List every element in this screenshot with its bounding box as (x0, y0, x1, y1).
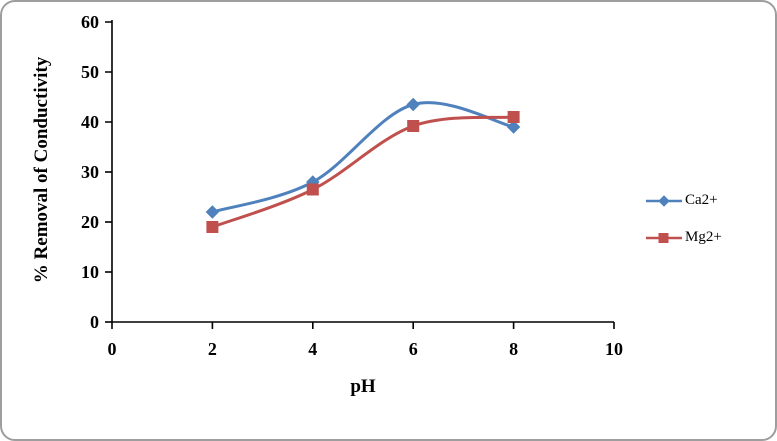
svg-text:40: 40 (81, 112, 99, 132)
svg-text:20: 20 (81, 212, 99, 232)
mg2-series-marker-icon (646, 232, 682, 243)
svg-text:2: 2 (208, 339, 217, 359)
ca2-series-marker-icon (646, 194, 682, 207)
legend-item: Ca2+ (645, 192, 722, 209)
svg-text:60: 60 (81, 12, 99, 32)
svg-text:8: 8 (509, 339, 518, 359)
legend-label: Mg2+ (685, 229, 722, 245)
svg-text:4: 4 (308, 339, 317, 359)
svg-text:0: 0 (90, 312, 99, 332)
legend-item: Mg2+ (645, 229, 722, 246)
svg-text:30: 30 (81, 162, 99, 182)
x-axis-title: pH (350, 376, 376, 397)
legend: Ca2+ Mg2+ (645, 192, 722, 246)
legend-label: Ca2+ (685, 192, 718, 208)
svg-text:10: 10 (81, 262, 99, 282)
svg-text:6: 6 (409, 339, 418, 359)
svg-text:50: 50 (81, 62, 99, 82)
svg-text:10: 10 (605, 339, 623, 359)
y-axis-title: % Removal of Conductivity (31, 56, 52, 284)
svg-text:0: 0 (108, 339, 117, 359)
